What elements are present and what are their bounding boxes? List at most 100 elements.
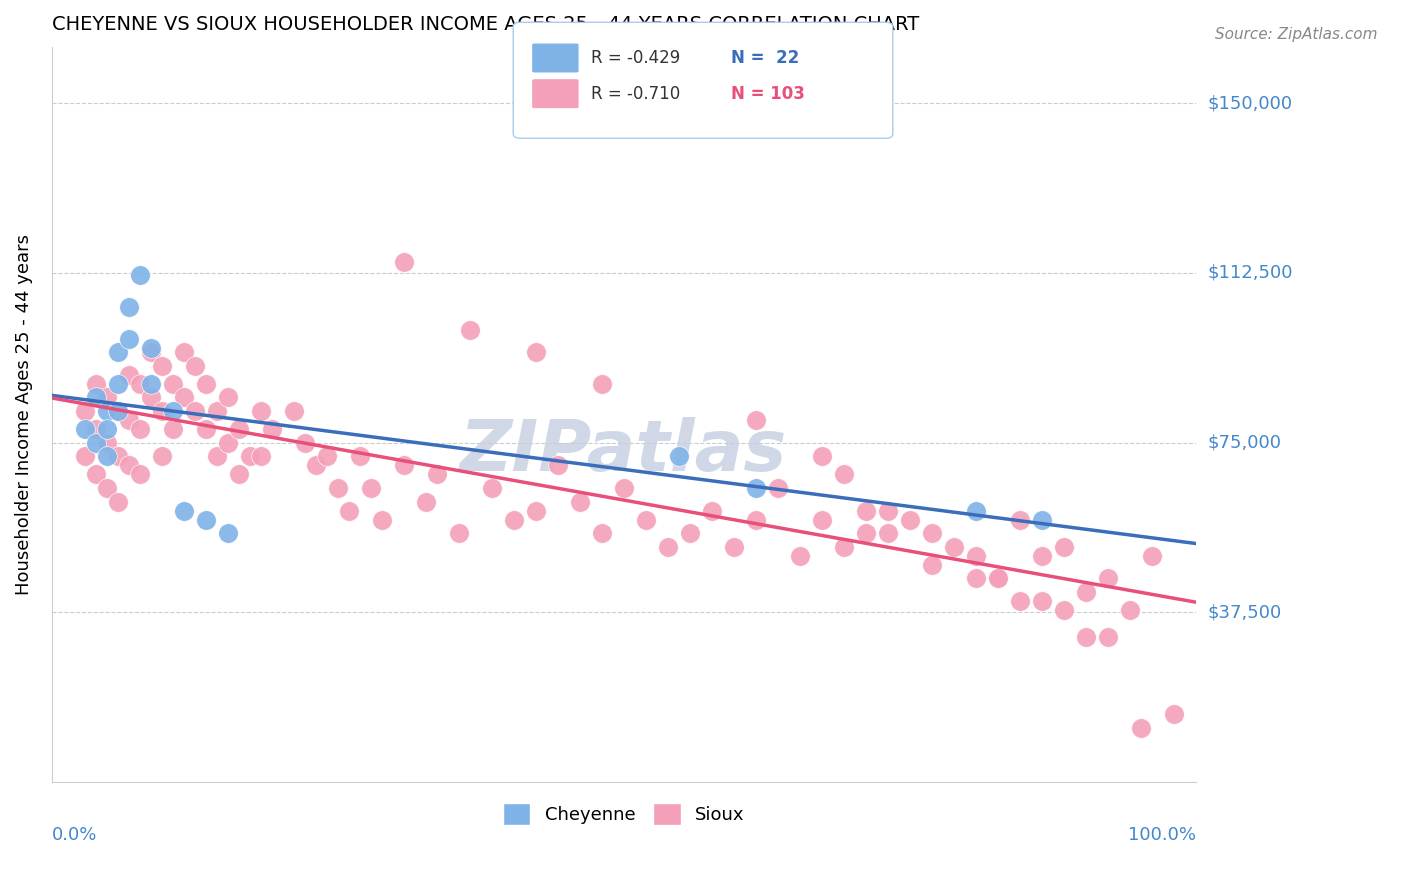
Point xyxy=(118,368,141,382)
Point xyxy=(173,503,195,517)
Point xyxy=(194,422,217,436)
Point xyxy=(855,503,877,517)
Point xyxy=(392,254,415,268)
Y-axis label: Householder Income Ages 25 - 44 years: Householder Income Ages 25 - 44 years xyxy=(15,234,32,595)
Point xyxy=(162,422,184,436)
Point xyxy=(921,526,943,541)
Point xyxy=(1053,603,1076,617)
Text: Source: ZipAtlas.com: Source: ZipAtlas.com xyxy=(1215,27,1378,42)
Point xyxy=(96,435,118,450)
Point xyxy=(107,345,129,359)
Point xyxy=(84,422,107,436)
Point xyxy=(811,449,834,463)
Point xyxy=(1074,630,1097,644)
Point xyxy=(1008,513,1031,527)
Point xyxy=(249,449,271,463)
Point xyxy=(228,467,250,482)
Point xyxy=(162,376,184,391)
Text: CHEYENNE VS SIOUX HOUSEHOLDER INCOME AGES 25 - 44 YEARS CORRELATION CHART: CHEYENNE VS SIOUX HOUSEHOLDER INCOME AGE… xyxy=(52,15,920,34)
Point xyxy=(942,540,965,554)
Point xyxy=(568,494,591,508)
Point xyxy=(326,481,349,495)
Point xyxy=(745,513,768,527)
Point xyxy=(194,376,217,391)
Text: $150,000: $150,000 xyxy=(1208,95,1292,112)
Point xyxy=(1163,707,1185,722)
Point xyxy=(96,449,118,463)
Point xyxy=(260,422,283,436)
Point xyxy=(73,404,96,418)
Point xyxy=(745,413,768,427)
Point xyxy=(524,503,547,517)
Point xyxy=(921,558,943,572)
Point xyxy=(139,341,162,355)
Text: 100.0%: 100.0% xyxy=(1128,826,1197,844)
Point xyxy=(194,513,217,527)
Point xyxy=(458,322,481,336)
Point xyxy=(349,449,371,463)
Point xyxy=(150,359,173,373)
Point xyxy=(1008,594,1031,608)
Point xyxy=(205,449,228,463)
Point xyxy=(987,571,1010,585)
Point xyxy=(965,571,987,585)
Point xyxy=(657,540,679,554)
Text: ZIPatlas: ZIPatlas xyxy=(460,417,787,485)
Point xyxy=(679,526,702,541)
Point xyxy=(723,540,745,554)
Point xyxy=(1140,549,1163,563)
Point xyxy=(249,404,271,418)
Point xyxy=(128,268,150,283)
Point xyxy=(184,359,207,373)
Point xyxy=(107,376,129,391)
Point xyxy=(481,481,503,495)
Point xyxy=(1129,721,1152,735)
Point xyxy=(118,300,141,314)
Point xyxy=(118,458,141,473)
Point xyxy=(832,540,855,554)
Point xyxy=(96,404,118,418)
Point xyxy=(502,513,524,527)
Point xyxy=(524,345,547,359)
Point xyxy=(150,404,173,418)
Point xyxy=(128,422,150,436)
Text: N = 103: N = 103 xyxy=(731,85,806,103)
Point xyxy=(96,481,118,495)
Point xyxy=(832,467,855,482)
Point xyxy=(228,422,250,436)
Point xyxy=(898,513,921,527)
Point xyxy=(118,413,141,427)
Point xyxy=(73,449,96,463)
Text: N =  22: N = 22 xyxy=(731,49,800,67)
Point xyxy=(84,376,107,391)
Point xyxy=(128,467,150,482)
Text: $37,500: $37,500 xyxy=(1208,603,1281,622)
Point xyxy=(139,391,162,405)
Point xyxy=(205,404,228,418)
Point xyxy=(305,458,328,473)
Point xyxy=(118,332,141,346)
Point xyxy=(700,503,723,517)
Point xyxy=(1097,571,1119,585)
Point xyxy=(184,404,207,418)
Point xyxy=(1074,585,1097,599)
Point xyxy=(139,376,162,391)
Point xyxy=(877,526,900,541)
Point xyxy=(789,549,811,563)
Point xyxy=(128,376,150,391)
Point xyxy=(634,513,657,527)
Text: R = -0.429: R = -0.429 xyxy=(591,49,679,67)
Point xyxy=(877,503,900,517)
Point xyxy=(150,449,173,463)
Point xyxy=(360,481,382,495)
Point xyxy=(447,526,470,541)
Text: $112,500: $112,500 xyxy=(1208,264,1292,282)
Point xyxy=(217,526,239,541)
Point xyxy=(1097,630,1119,644)
Point xyxy=(315,449,337,463)
Point xyxy=(107,404,129,418)
Point xyxy=(1031,513,1053,527)
Point xyxy=(173,345,195,359)
Point xyxy=(294,435,316,450)
Point xyxy=(613,481,636,495)
